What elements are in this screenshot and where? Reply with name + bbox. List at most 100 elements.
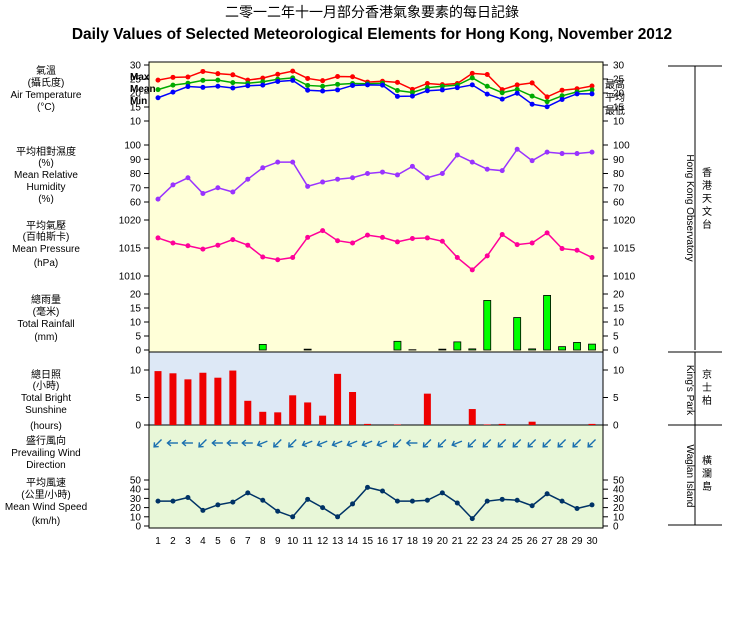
temp-max-line: [157, 70, 593, 98]
wind-arrow-shaft: [573, 438, 582, 448]
temp-min-point: [365, 82, 371, 88]
temp-legend-zh: 最低: [605, 104, 625, 117]
temp-min-point: [409, 93, 415, 99]
temp-max-point: [424, 80, 430, 86]
temp-min-point: [230, 85, 236, 91]
wind-arrow-shaft: [483, 438, 492, 448]
humidity-label: Humidity: [27, 182, 66, 193]
humidity-point: [275, 159, 281, 165]
temp-mean-line: [157, 77, 593, 103]
station-waglan-zh: 橫: [702, 454, 712, 467]
temp-max-point: [320, 78, 326, 84]
temp-min-point: [544, 104, 550, 110]
pressure-point: [320, 228, 326, 234]
sunshine-label: Total Bright: [21, 393, 71, 404]
wind-direction-arrow: [288, 438, 297, 448]
temperature-tick-label: 15: [130, 103, 142, 114]
temp-min-point: [574, 91, 580, 97]
sunshine-tick-label: 0: [135, 421, 141, 432]
wind-speed-tick-label: 30: [130, 494, 142, 505]
temp-mean-point: [215, 77, 221, 83]
sunshine-tick-label: 5: [613, 393, 619, 404]
wind-arrow-head: [346, 440, 353, 448]
pressure-point: [454, 255, 460, 261]
temp-max-point: [514, 82, 520, 88]
temp-min-point: [484, 91, 490, 97]
day-label: 14: [347, 536, 359, 547]
waglan-panel-border: [148, 424, 604, 529]
wind-arrow-head: [316, 440, 323, 448]
temp-legend-mean: Mean: [130, 84, 156, 95]
temp-max-point: [260, 75, 266, 81]
humidity-tick-label: 80: [613, 169, 625, 180]
sunshine-label: (小時): [33, 380, 60, 392]
station-kingspark-zh: 柏: [702, 394, 712, 407]
day-label: 19: [422, 536, 434, 547]
humidity-tick-label: 60: [613, 198, 625, 209]
rainfall-bar: [513, 317, 522, 351]
pressure-point: [305, 234, 311, 240]
wind-speed-point: [305, 496, 311, 502]
temp-mean-point: [170, 82, 176, 88]
wind-direction-arrow: [405, 439, 418, 447]
temp-max-point: [589, 83, 595, 89]
pressure-point: [439, 238, 445, 244]
humidity-tick-label: 90: [130, 155, 142, 166]
temperature-tick-label: 25: [130, 75, 142, 86]
station-kingspark-en: King's Park: [684, 365, 695, 416]
station-hko-zh: 港: [702, 180, 712, 192]
wind-direction-arrow: [316, 440, 328, 448]
wind-direction-arrow: [181, 439, 193, 447]
temp-mean-point: [394, 87, 400, 93]
temperature-label: 氣溫: [36, 64, 56, 77]
pressure-point: [514, 242, 520, 248]
sunshine-bar: [229, 370, 237, 425]
humidity-point: [574, 151, 580, 157]
station-hko-zh: 台: [702, 218, 712, 231]
wind-speed-tick-label: 50: [613, 476, 625, 487]
station-hko-zh: 香: [702, 167, 712, 179]
wind-arrow-head: [497, 442, 503, 448]
wind-arrow-head: [451, 440, 457, 448]
wind-speed-point: [559, 498, 565, 504]
temp-min-point: [379, 82, 385, 88]
pressure-point: [170, 240, 176, 246]
humidity-point: [185, 175, 191, 181]
wind-arrow-shaft: [543, 438, 552, 448]
wind-speed-point: [469, 516, 475, 522]
humidity-point: [320, 179, 326, 185]
kingspark-panel-background: [149, 352, 603, 425]
sunshine-bar: [498, 423, 506, 425]
day-label: 18: [407, 536, 419, 547]
temp-max-point: [559, 87, 565, 93]
station-waglan-zh: 瀾: [702, 467, 712, 480]
temp-max-point: [230, 72, 236, 78]
temp-min-point: [350, 82, 356, 88]
day-label: 4: [200, 536, 206, 547]
pressure-point: [469, 267, 475, 273]
sunshine-bar: [393, 424, 401, 425]
temp-max-point: [544, 94, 550, 100]
sunshine-tick-label: 10: [130, 366, 142, 377]
temperature-label: Air Temperature: [11, 90, 82, 101]
temp-min-point: [454, 85, 460, 91]
pressure-label: (hPa): [34, 258, 58, 269]
wind-arrow-head: [482, 442, 489, 448]
pressure-point: [290, 255, 296, 261]
wind-direction-arrow: [557, 438, 567, 448]
pressure-point: [185, 243, 191, 249]
wind-arrow-head: [392, 442, 399, 448]
temp-mean-point: [499, 90, 505, 96]
wind-arrow-shaft: [362, 440, 373, 446]
wind-arrow-head: [198, 442, 204, 448]
pressure-point: [200, 246, 206, 252]
temp-min-point: [499, 96, 505, 102]
wind-speed-point: [544, 491, 550, 497]
wind-arrow-shaft: [347, 440, 358, 446]
temp-mean-point: [335, 81, 341, 87]
humidity-point: [439, 171, 445, 176]
wind-arrow-head: [467, 442, 474, 448]
wind-speed-point: [424, 497, 430, 503]
wind-speed-point: [290, 514, 296, 520]
wind-speed-point: [200, 507, 206, 513]
